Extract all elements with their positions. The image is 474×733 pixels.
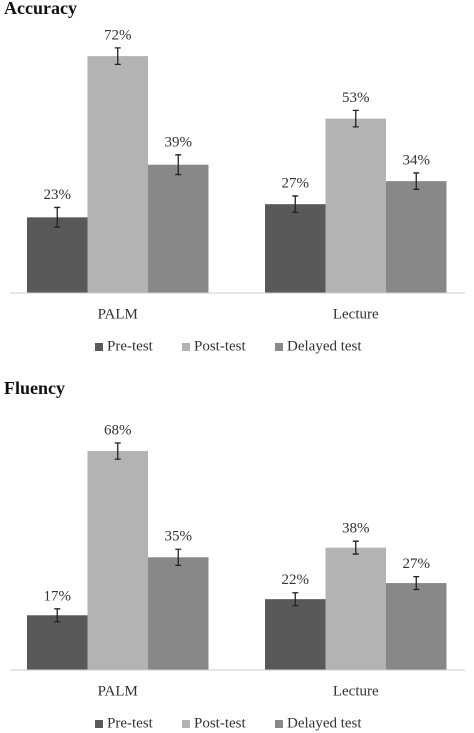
value-label: 27% xyxy=(282,175,310,191)
legend-swatch xyxy=(275,343,283,351)
legend-label: Delayed test xyxy=(287,715,362,731)
error-bar xyxy=(114,442,121,460)
legend-label: Pre-test xyxy=(107,338,154,354)
x-tick-label: PALM xyxy=(98,683,138,699)
error-bar xyxy=(175,154,182,176)
error-bar xyxy=(292,592,299,607)
value-label: 23% xyxy=(44,187,72,203)
bar xyxy=(87,451,148,670)
error-bar xyxy=(175,548,182,566)
bar xyxy=(148,557,209,670)
bar xyxy=(27,615,88,670)
legend-label: Post-test xyxy=(194,715,247,731)
bar xyxy=(325,547,386,670)
bar xyxy=(265,204,326,293)
error-bar xyxy=(413,575,420,591)
bar xyxy=(386,583,447,670)
legend-label: Pre-test xyxy=(107,715,154,731)
legend-swatch xyxy=(182,720,190,728)
value-label: 38% xyxy=(342,521,370,537)
value-label: 27% xyxy=(403,556,431,572)
bar xyxy=(87,56,148,294)
bar xyxy=(27,217,88,293)
bar xyxy=(148,164,209,293)
legend-swatch xyxy=(275,720,283,728)
error-bar xyxy=(114,47,121,65)
error-bar xyxy=(352,109,359,128)
error-bar xyxy=(54,608,61,623)
value-label: 72% xyxy=(104,27,132,43)
legend-swatch xyxy=(182,343,190,351)
chart-title: Accuracy xyxy=(4,0,77,18)
value-label: 22% xyxy=(282,572,310,588)
bar xyxy=(386,181,447,293)
value-label: 34% xyxy=(403,152,431,168)
chart-title: Fluency xyxy=(4,378,65,398)
value-label: 53% xyxy=(342,90,370,106)
error-bar xyxy=(352,540,359,555)
legend-swatch xyxy=(95,720,103,728)
value-label: 35% xyxy=(165,529,193,545)
legend-swatch xyxy=(95,343,103,351)
value-label: 17% xyxy=(44,588,72,604)
legend-label: Post-test xyxy=(194,338,247,354)
x-tick-label: PALM xyxy=(98,306,138,322)
x-tick-label: Lecture xyxy=(333,306,379,322)
error-bar xyxy=(292,195,299,214)
value-label: 39% xyxy=(165,134,193,150)
error-bar xyxy=(413,172,420,191)
value-label: 68% xyxy=(104,422,132,438)
legend-label: Delayed test xyxy=(287,338,362,354)
bar xyxy=(265,599,326,670)
error-bar xyxy=(54,206,61,228)
bar xyxy=(325,118,386,293)
x-tick-label: Lecture xyxy=(333,683,379,699)
